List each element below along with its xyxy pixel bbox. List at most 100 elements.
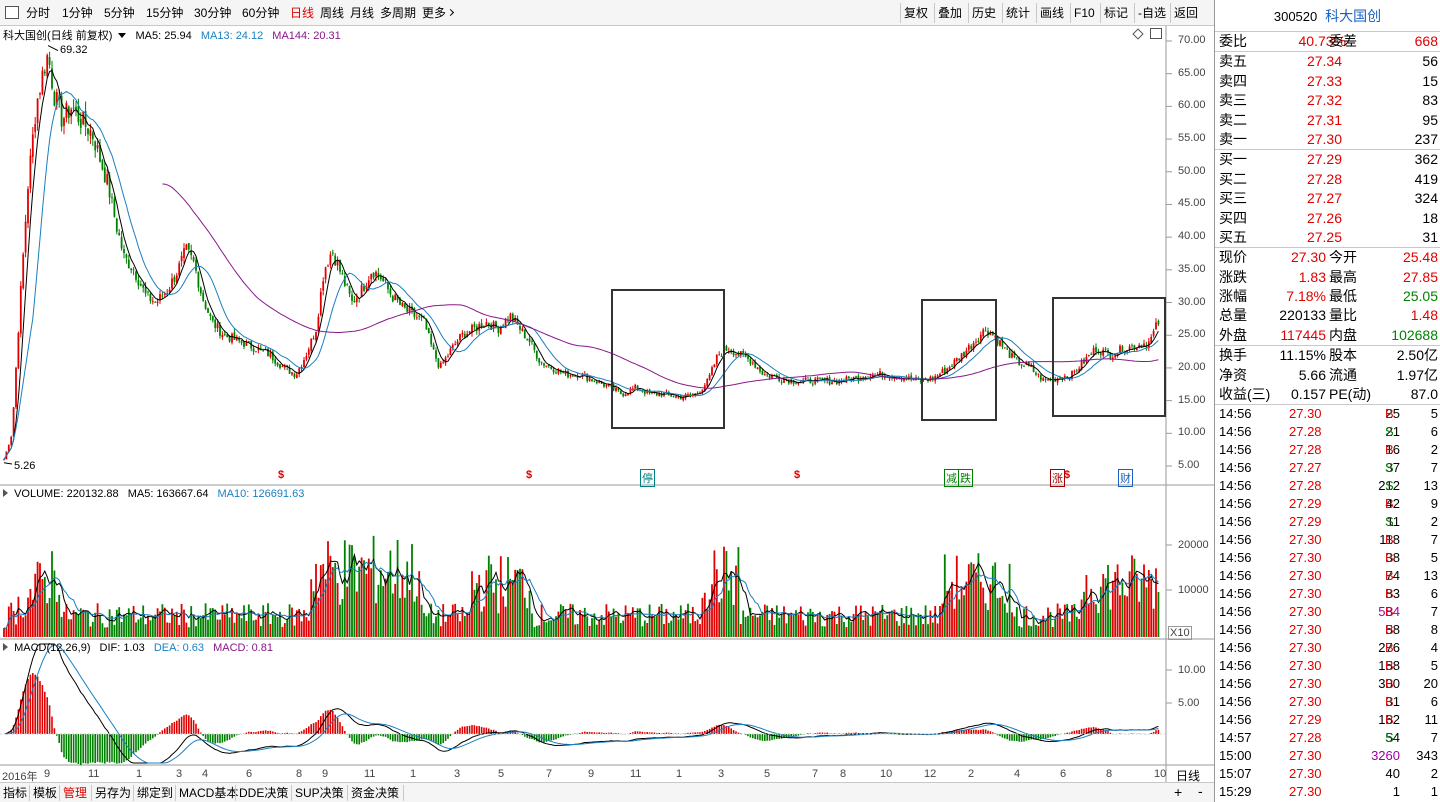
tick-side: B	[1385, 586, 1394, 602]
period-tab-8[interactable]: 月线	[350, 6, 375, 20]
macd-pane-collapse-icon[interactable]	[3, 643, 8, 651]
tick-row[interactable]: 14:56 27.29 162 B 11	[1215, 711, 1440, 729]
tick-price: 27.30	[1289, 604, 1322, 620]
sell-level-row[interactable]: 卖三 27.32 83	[1215, 91, 1440, 110]
period-tab-7[interactable]: 周线	[320, 6, 345, 20]
tick-side: B	[1385, 496, 1394, 512]
tick-row[interactable]: 15:07 27.30 40 2	[1215, 765, 1440, 783]
event-marker[interactable]: 财	[1118, 469, 1133, 487]
toolbar-btn-0[interactable]: 复权	[904, 6, 929, 20]
event-marker[interactable]: $	[526, 469, 533, 481]
tick-row[interactable]: 14:56 27.30 38 B 5	[1215, 549, 1440, 567]
dropdown-icon[interactable]	[118, 33, 127, 38]
event-marker[interactable]: $	[1064, 469, 1071, 481]
stat-value: 25.48	[1402, 249, 1438, 266]
tick-side: B	[1385, 658, 1394, 674]
period-tab-2[interactable]: 5分钟	[104, 6, 135, 20]
tick-row[interactable]: 14:56 27.28 212 S 13	[1215, 477, 1440, 495]
tick-row[interactable]: 14:56 27.27 37 S 7	[1215, 459, 1440, 477]
indicator-tab-4[interactable]: 绑定到	[137, 786, 174, 800]
tick-price: 27.30	[1289, 748, 1322, 764]
tick-volume: 54	[1385, 730, 1400, 746]
tick-row[interactable]: 14:56 27.30 74 B 13	[1215, 567, 1440, 585]
main-pane-legend: 科大国创(日线 前复权) MA5: 25.94 MA13: 24.12 MA14…	[3, 27, 341, 43]
buy-volume: 362	[1414, 151, 1438, 168]
toolbar-btn-6[interactable]: 标记	[1104, 6, 1129, 20]
buy-level-row[interactable]: 买二 27.28 419	[1215, 170, 1440, 189]
event-marker[interactable]: 减	[944, 469, 959, 487]
period-tab-1[interactable]: 1分钟	[62, 6, 93, 20]
period-tab-5[interactable]: 60分钟	[242, 6, 280, 20]
sell-level-row[interactable]: 卖四 27.33 15	[1215, 72, 1440, 91]
buy-level-row[interactable]: 买一 27.29 362	[1215, 150, 1440, 169]
tick-price: 27.30	[1289, 658, 1322, 674]
indicator-tab-5[interactable]: MACD基本	[179, 786, 239, 800]
month-tick: 9	[588, 768, 595, 780]
sell-level-row[interactable]: 卖一 27.30 237	[1215, 130, 1440, 149]
tick-row[interactable]: 14:56 27.28 16 B 2	[1215, 441, 1440, 459]
tick-row[interactable]: 14:56 27.29 42 B 9	[1215, 495, 1440, 513]
volume-pane-collapse-icon[interactable]	[3, 489, 8, 497]
toolbar-btn-4[interactable]: 画线	[1040, 6, 1065, 20]
tick-row[interactable]: 14:56 27.30 300 B 20	[1215, 675, 1440, 693]
period-tab-4[interactable]: 30分钟	[194, 6, 232, 20]
toolbar-btn-2[interactable]: 历史	[972, 6, 997, 20]
tick-list[interactable]: 14:56 27.30 25 B 5 14:56 27.28 21 S 6 14:56 27.28 16…	[1215, 405, 1440, 801]
indicator-tab-8[interactable]: 资金决策	[351, 786, 400, 800]
zoom-out-icon[interactable]: -	[1198, 783, 1203, 799]
tick-row[interactable]: 15:00 27.30 3260 343	[1215, 747, 1440, 765]
event-marker[interactable]: 涨	[1050, 469, 1065, 487]
kline-chart-svg[interactable]	[0, 26, 1214, 782]
window-menu-icon[interactable]	[5, 6, 19, 19]
toolbar-btn-3[interactable]: 统计	[1006, 6, 1031, 20]
zoom-in-icon[interactable]: +	[1174, 784, 1183, 800]
tick-row[interactable]: 14:56 27.28 21 S 6	[1215, 423, 1440, 441]
period-tab-3[interactable]: 15分钟	[146, 6, 184, 20]
period-tab-0[interactable]: 分时	[26, 6, 51, 20]
indicator-tab-6[interactable]: DDE决策	[239, 786, 289, 800]
sell-level-row[interactable]: 卖二 27.31 95	[1215, 111, 1440, 130]
event-marker[interactable]: $	[278, 469, 285, 481]
fundamental-row: 净资 5.66 流通 1.97亿	[1215, 366, 1440, 385]
toolbar-btn-7[interactable]: -自选	[1138, 6, 1166, 20]
tick-row[interactable]: 14:56 27.30 31 B 6	[1215, 693, 1440, 711]
tick-row[interactable]: 14:56 27.30 158 B 5	[1215, 657, 1440, 675]
indicator-tab-1[interactable]: 模板	[33, 786, 58, 800]
tick-row[interactable]: 14:56 27.30 118 B 7	[1215, 531, 1440, 549]
tick-row[interactable]: 14:56 27.30 25 B 5	[1215, 405, 1440, 423]
buy-price: 27.29	[1306, 151, 1342, 168]
tick-count: 6	[1430, 694, 1438, 710]
sell-price: 27.30	[1306, 130, 1342, 147]
toolbar-btn-5[interactable]: F10	[1074, 6, 1095, 20]
indicator-tab-7[interactable]: SUP决策	[295, 786, 344, 800]
tick-row[interactable]: 14:56 27.29 11 S 2	[1215, 513, 1440, 531]
period-tab-6[interactable]: 日线	[290, 6, 315, 20]
buy-level-row[interactable]: 买三 27.27 324	[1215, 189, 1440, 208]
tick-side: B	[1385, 604, 1394, 620]
event-marker[interactable]: 跌	[958, 469, 973, 487]
buy-level-row[interactable]: 买四 27.26 18	[1215, 209, 1440, 228]
event-marker[interactable]: 停	[640, 469, 655, 487]
tick-row[interactable]: 14:56 27.30 58 B 8	[1215, 621, 1440, 639]
tick-row[interactable]: 14:57 27.28 54 S 7	[1215, 729, 1440, 747]
buy-level-row[interactable]: 买五 27.25 31	[1215, 228, 1440, 247]
tick-row[interactable]: 14:56 27.30 83 B 6	[1215, 585, 1440, 603]
period-tab-10[interactable]: 更多	[422, 6, 447, 20]
tick-count: 13	[1423, 568, 1438, 584]
toolbar-btn-8[interactable]: 返回	[1174, 6, 1199, 20]
toolbar-btn-1[interactable]: 叠加	[938, 6, 963, 20]
indicator-tab-3[interactable]: 另存为	[95, 786, 132, 800]
sell-level-row[interactable]: 卖五 27.34 56	[1215, 52, 1440, 71]
stock-name[interactable]: 科大国创	[1325, 8, 1382, 24]
event-marker[interactable]: $	[794, 469, 801, 481]
kline-chart-area[interactable]: 科大国创(日线 前复权) MA5: 25.94 MA13: 24.12 MA14…	[0, 26, 1214, 783]
tick-row[interactable]: 14:56 27.30 584 B 7	[1215, 603, 1440, 621]
macd-axis-tick: 10.00	[1178, 664, 1206, 676]
tick-row[interactable]: 15:29 27.30 1 1	[1215, 783, 1440, 801]
period-tab-9[interactable]: 多周期	[380, 6, 417, 20]
indicator-tab-2[interactable]: 管理	[63, 786, 88, 800]
month-tick: 8	[296, 768, 303, 780]
tick-row[interactable]: 14:56 27.30 276 B 4	[1215, 639, 1440, 657]
indicator-tab-0[interactable]: 指标	[3, 786, 28, 800]
window-restore-icon[interactable]	[1150, 28, 1162, 39]
